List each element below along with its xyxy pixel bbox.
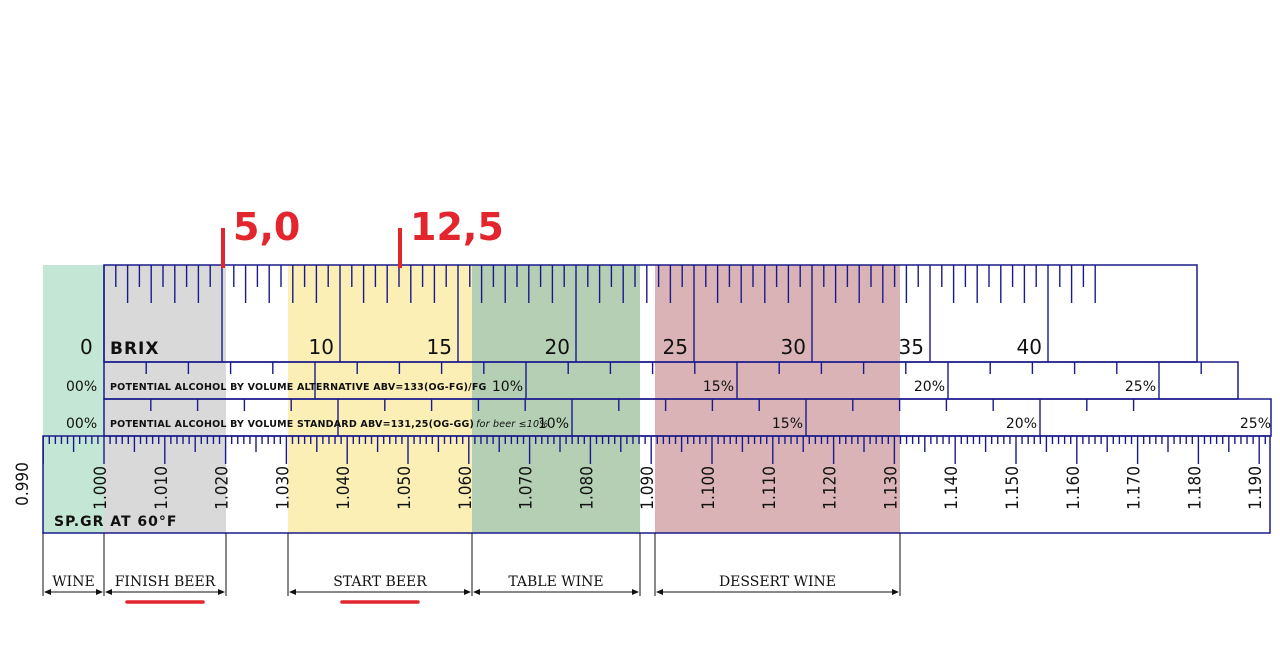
range-label: WINE bbox=[52, 574, 94, 590]
sg-tick-label: 1.110 bbox=[760, 466, 780, 510]
range-arrow-right bbox=[464, 589, 471, 595]
range-arrow-right bbox=[632, 589, 639, 595]
range-table-wine: TABLE WINE bbox=[471, 533, 641, 596]
abv-alt-tick-label: 20% bbox=[914, 379, 945, 395]
brix-tick-label: 35 bbox=[899, 335, 924, 359]
brix-tick-label: 25 bbox=[663, 335, 688, 359]
brix-markers: 5,0 12,5 bbox=[221, 205, 504, 268]
brix-tick-label: 30 bbox=[781, 335, 806, 359]
abv-std-tick-label: 25% bbox=[1240, 416, 1271, 432]
brix-marker-label: 12,5 bbox=[410, 205, 504, 249]
range-arrow-right bbox=[96, 589, 103, 595]
brix-tick-label: 15 bbox=[427, 335, 452, 359]
zone-0 bbox=[43, 265, 104, 533]
sg-band bbox=[42, 435, 1271, 534]
range-label: TABLE WINE bbox=[508, 574, 603, 590]
abv-std-formula-note: for beer ≤10% bbox=[476, 419, 548, 430]
sg-tick-label: 1.150 bbox=[1003, 466, 1023, 510]
brix-tick-label: 20 bbox=[545, 335, 570, 359]
range-arrow-right bbox=[218, 589, 225, 595]
sg-tick-label: 1.140 bbox=[942, 466, 962, 510]
abv-std-formula: POTENTIAL ALCOHOL BY VOLUME STANDARD ABV… bbox=[110, 419, 549, 430]
abv-alt-ticks bbox=[145, 362, 1202, 399]
sg-tick-labels: 1.000 1.010 1.020 1.030 1.040 1.050 1.060 1.070… bbox=[91, 466, 1266, 510]
sg-tick-label: 1.070 bbox=[517, 466, 537, 510]
brix-marker-label: 5,0 bbox=[233, 205, 300, 249]
brix-label: BRIX bbox=[110, 339, 159, 359]
abv-std-tick-labels: 10% 15% 20% 25% bbox=[538, 416, 1271, 432]
range-arrow-left bbox=[105, 589, 112, 595]
sg-tick-label: 1.050 bbox=[395, 466, 415, 510]
abv-alt-tick-labels: 10%15%20%25%30% bbox=[492, 379, 1156, 395]
sg-tick-label: 1.040 bbox=[334, 466, 354, 510]
sg-tick-label: 1.010 bbox=[152, 466, 172, 510]
range-dimensions: WINE FINISH BEER START BEER TABLE WINE DESSE… bbox=[42, 533, 901, 604]
brix-ticks bbox=[103, 265, 1096, 362]
sg-tick-label: 1.060 bbox=[456, 466, 476, 510]
abv-alt-tick-label: 15% bbox=[703, 379, 734, 395]
abv-std-formula-main: POTENTIAL ALCOHOL BY VOLUME STANDARD ABV… bbox=[110, 419, 474, 430]
abv-std-tick-label: 15% bbox=[772, 416, 803, 432]
range-arrow-left bbox=[44, 589, 51, 595]
range-arrow-left bbox=[289, 589, 296, 595]
brix-tick-labels: 10 15 20 25 30 35 40 bbox=[309, 335, 1042, 359]
sg-tick-label: 1.170 bbox=[1125, 466, 1145, 510]
range-arrow-right bbox=[892, 589, 899, 595]
sg-tick-label: 1.020 bbox=[213, 466, 233, 510]
sg-label: SP.GR AT 60°F bbox=[54, 514, 177, 530]
abv-alt-tick-label: 25% bbox=[1125, 379, 1156, 395]
sg-tick-label: 1.120 bbox=[821, 466, 841, 510]
sg-tick-label: 1.100 bbox=[699, 466, 719, 510]
sg-tick-label: 1.090 bbox=[638, 466, 658, 510]
sg-tick-label: 1.130 bbox=[881, 466, 901, 510]
brix-tick-label: 10 bbox=[309, 335, 334, 359]
sg-left-label: 0.990 bbox=[13, 462, 33, 506]
brix-tick-label: 40 bbox=[1017, 335, 1042, 359]
range-arrow-left bbox=[473, 589, 480, 595]
sg-tick-label: 1.160 bbox=[1064, 466, 1084, 510]
abv-alt-zero-label: 00% bbox=[66, 379, 97, 395]
abv-alt-tick-label: 10% bbox=[492, 379, 523, 395]
abv-std-ticks bbox=[150, 399, 1135, 436]
sg-tick-label: 1.190 bbox=[1246, 466, 1266, 510]
sg-tick-label: 1.180 bbox=[1185, 466, 1205, 510]
range-label: START BEER bbox=[333, 574, 427, 590]
range-label: DESSERT WINE bbox=[719, 574, 836, 590]
range-wine: WINE bbox=[42, 533, 105, 596]
sg-tick-label: 1.000 bbox=[91, 466, 111, 510]
sg-ticks bbox=[42, 436, 1266, 464]
range-finish-beer: FINISH BEER bbox=[103, 533, 227, 604]
abv-std-tick-label: 20% bbox=[1006, 416, 1037, 432]
abv-std-zero-label: 00% bbox=[66, 416, 97, 432]
sg-tick-label: 1.080 bbox=[577, 466, 597, 510]
abv-std-tick-label: 10% bbox=[538, 416, 569, 432]
abv-alt-formula: POTENTIAL ALCOHOL BY VOLUME ALTERNATIVE … bbox=[110, 382, 487, 393]
range-arrow-left bbox=[656, 589, 663, 595]
sg-tick-label: 1.030 bbox=[273, 466, 293, 510]
brix-zero-label: 0 bbox=[80, 335, 93, 359]
range-dessert-wine: DESSERT WINE bbox=[654, 533, 901, 596]
range-label: FINISH BEER bbox=[115, 574, 216, 590]
range-start-beer: START BEER bbox=[287, 533, 473, 604]
